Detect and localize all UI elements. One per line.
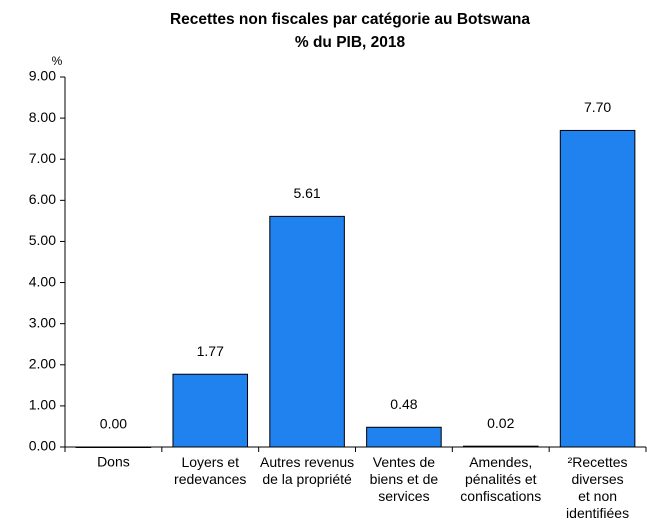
bar [559,129,636,448]
bar [462,445,539,448]
bar [366,426,442,448]
value-label: 1.77 [197,343,224,359]
value-label: 0.00 [100,416,127,432]
value-label: 0.02 [487,415,514,431]
x-tick-label: Autres revenus de la propriété [260,454,354,487]
x-tick-label: ²Recettes diverses et non identifiées [566,454,629,521]
value-label: 7.70 [584,99,611,115]
y-tick-label: 5.00 [29,232,56,248]
y-tick-label: 9.00 [29,68,56,84]
x-tick-label: Dons [97,454,130,470]
y-tick-label: 2.00 [29,355,56,371]
bar [172,373,249,448]
y-tick-label: 4.00 [29,273,56,289]
y-tick-label: 7.00 [29,150,56,166]
value-label: 0.48 [390,396,417,412]
bar [75,446,152,448]
chart-title: Recettes non fiscales par catégorie au B… [170,11,530,28]
y-tick-label: 0.00 [29,438,56,454]
value-label: 5.61 [293,185,320,201]
x-tick-label: Amendes, pénalités et confiscations [460,454,541,504]
bar [269,215,345,448]
y-tick-label: 3.00 [29,314,56,330]
y-tick-label: 1.00 [29,397,56,413]
x-tick-label: Ventes de biens et de services [370,454,439,504]
y-tick-label: 8.00 [29,109,56,125]
y-tick-label: 6.00 [29,191,56,207]
x-tick-label: Loyers et redevances [174,454,246,487]
y-axis-label: % [52,54,63,68]
chart-subtitle: % du PIB, 2018 [295,34,406,51]
